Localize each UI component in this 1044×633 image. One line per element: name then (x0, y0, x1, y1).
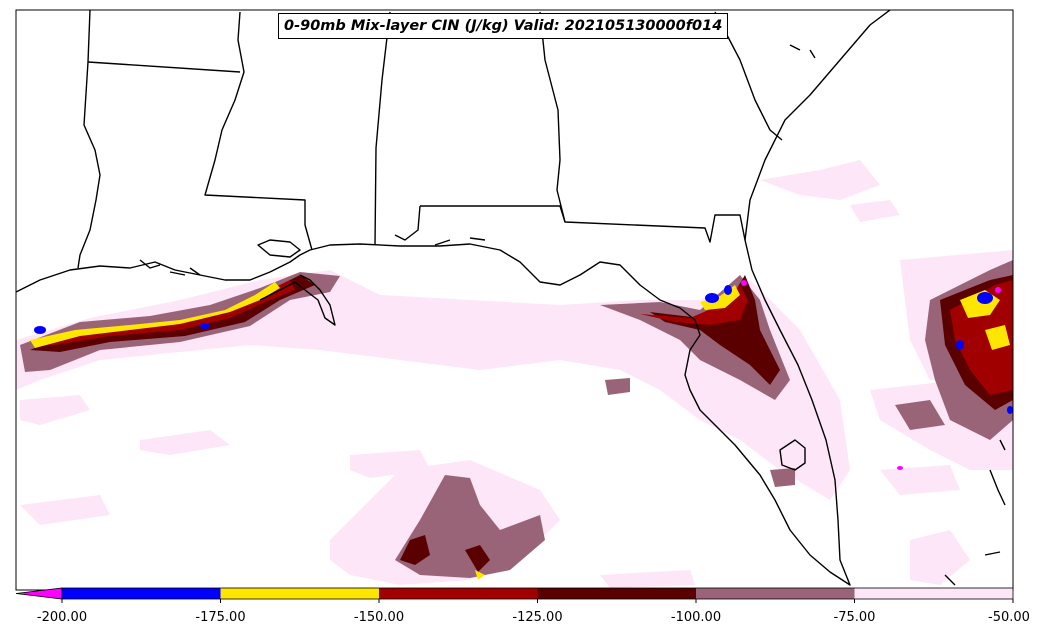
colorbar-tick-label: -75.00 (834, 610, 876, 625)
texas-louisiana-border (77, 10, 101, 269)
colorbar-segment (62, 588, 221, 599)
bahamas (944, 439, 1006, 586)
lake-pontchartrain (257, 239, 301, 258)
colorbar-segment (379, 588, 538, 599)
gulf-islands (434, 237, 486, 246)
colorbar-tick-label: -50.00 (988, 610, 1030, 625)
alabama-florida-panhandle (394, 205, 421, 241)
cin-level-magenta (741, 280, 1001, 470)
alabama-georgia-border (539, 11, 566, 223)
arkansas-louisiana-line (87, 61, 241, 73)
colorbar: -200.00 -175.00 -150.00 -125.00 -100.00 -75.0… (15, 587, 1030, 625)
colorbar-segment (854, 588, 1013, 599)
louisiana-islands (139, 259, 201, 276)
alabama-florida-border (420, 205, 746, 243)
colorbar-tick-label: -175.00 (195, 610, 245, 625)
cin-level-blue (34, 285, 1013, 414)
colorbar-segment (220, 588, 379, 599)
colorbar-tick-label: -200.00 (37, 610, 87, 625)
gulf-coastline (16, 10, 891, 586)
colorbar-tick-label: -125.00 (512, 610, 562, 625)
georgia-south-carolina-border (714, 11, 783, 141)
map-title: 0-90mb Mix-layer CIN (J/kg) Valid: 20210… (278, 13, 729, 39)
cin-shading (16, 160, 1013, 588)
colorbar-segment (537, 588, 696, 599)
colorbar-tick-label: -150.00 (354, 610, 404, 625)
colorbar-tick-label: -100.00 (671, 610, 721, 625)
mississippi-river-border (204, 11, 313, 251)
colorbar-segment (696, 588, 855, 599)
boundaries (16, 10, 1006, 586)
mississippi-alabama-border (374, 11, 391, 246)
lake-okeechobee (779, 439, 806, 471)
carolina-coast (789, 44, 816, 59)
louisiana-bayou (259, 274, 336, 326)
